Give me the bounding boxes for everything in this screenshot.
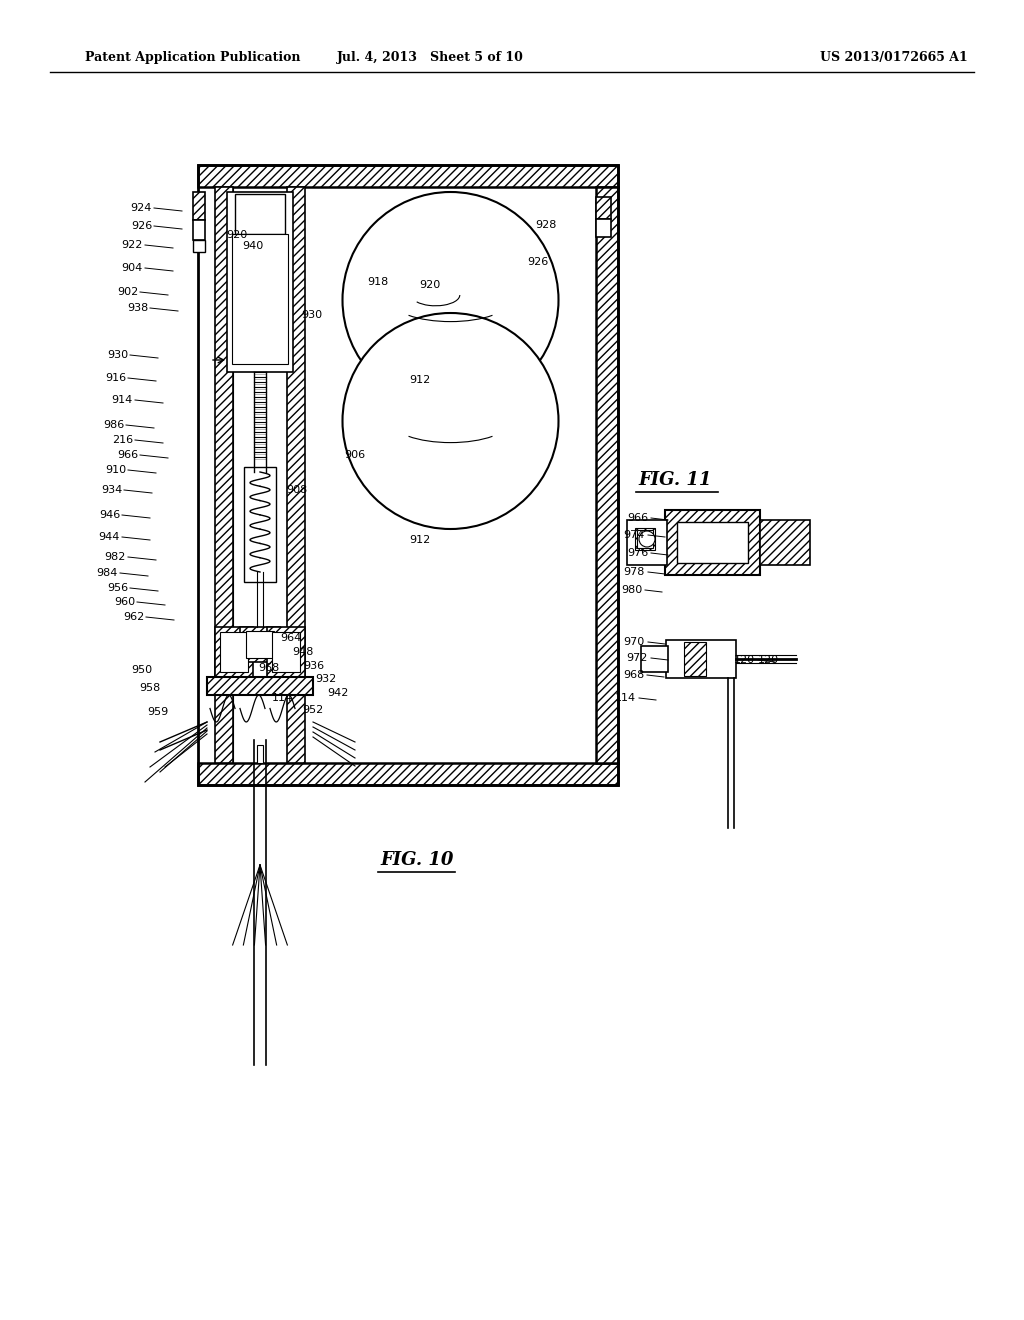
Text: 926: 926 (527, 257, 549, 267)
Bar (193, 240, 205, 252)
Text: 968: 968 (258, 663, 280, 673)
Text: 956: 956 (106, 583, 128, 593)
Text: 930: 930 (106, 350, 128, 360)
Text: 974: 974 (624, 531, 645, 540)
Text: 918: 918 (368, 277, 389, 286)
Text: 926: 926 (131, 220, 152, 231)
Bar (627, 520, 667, 565)
Text: 942: 942 (327, 688, 348, 698)
Text: 904: 904 (122, 263, 143, 273)
Bar (665, 510, 760, 576)
Text: 924: 924 (131, 203, 152, 213)
Text: 916: 916 (104, 374, 126, 383)
Text: 922: 922 (122, 240, 143, 249)
Bar (232, 234, 288, 364)
Bar (596, 219, 611, 238)
Text: 920: 920 (420, 280, 440, 290)
Text: 936: 936 (303, 661, 325, 671)
Text: 114: 114 (272, 693, 293, 704)
Text: 928: 928 (536, 220, 557, 230)
Text: 964: 964 (280, 634, 301, 643)
Bar (198, 165, 618, 187)
Text: 912: 912 (410, 535, 431, 545)
Text: 950: 950 (131, 665, 152, 675)
Bar (207, 677, 313, 696)
Text: 920: 920 (226, 230, 248, 240)
Bar (760, 520, 810, 565)
Text: 984: 984 (96, 568, 118, 578)
Text: 960: 960 (114, 597, 135, 607)
Text: 944: 944 (98, 532, 120, 543)
Text: 940: 940 (243, 242, 263, 251)
Text: 976: 976 (627, 548, 648, 558)
Bar (257, 744, 263, 763)
Text: 966: 966 (117, 450, 138, 459)
Bar (234, 194, 285, 234)
Text: 980: 980 (621, 585, 642, 595)
Text: 932: 932 (315, 675, 336, 684)
Bar (641, 645, 668, 672)
Bar (637, 531, 653, 548)
Text: FIG. 10: FIG. 10 (380, 851, 454, 869)
Text: 958: 958 (138, 682, 160, 693)
Bar (198, 763, 618, 785)
Bar (596, 187, 618, 763)
Bar (220, 632, 248, 672)
Bar (244, 467, 276, 582)
Bar (677, 521, 748, 564)
Text: Patent Application Publication: Patent Application Publication (85, 51, 300, 65)
Text: 952: 952 (302, 705, 324, 715)
Bar (215, 187, 233, 763)
Text: 216: 216 (112, 436, 133, 445)
Circle shape (342, 191, 558, 408)
Text: 982: 982 (104, 552, 126, 562)
Bar (227, 191, 293, 372)
Text: 914: 914 (112, 395, 133, 405)
Circle shape (639, 531, 655, 546)
Bar (193, 220, 205, 240)
Text: 934: 934 (100, 484, 122, 495)
Text: 948: 948 (292, 647, 313, 657)
Bar (246, 631, 274, 657)
Text: Jul. 4, 2013   Sheet 5 of 10: Jul. 4, 2013 Sheet 5 of 10 (337, 51, 523, 65)
Text: 938: 938 (127, 304, 148, 313)
Bar (635, 528, 655, 550)
Text: 120: 120 (734, 655, 755, 665)
Text: 906: 906 (344, 450, 366, 459)
Text: 966: 966 (627, 513, 648, 523)
Text: 986: 986 (102, 420, 124, 430)
Text: 962: 962 (123, 612, 144, 622)
Bar (596, 197, 611, 219)
Text: US 2013/0172665 A1: US 2013/0172665 A1 (820, 51, 968, 65)
Text: 908: 908 (287, 484, 307, 495)
Text: 978: 978 (624, 568, 645, 577)
Text: 972: 972 (627, 653, 648, 663)
Bar (198, 165, 618, 785)
Text: 946: 946 (98, 510, 120, 520)
Text: 120: 120 (758, 655, 779, 665)
Bar (287, 187, 305, 763)
Bar (233, 187, 287, 763)
Bar (240, 627, 280, 663)
Text: FIG. 11: FIG. 11 (638, 471, 712, 488)
Text: 910: 910 (104, 465, 126, 475)
Text: 930: 930 (301, 310, 323, 319)
Bar (193, 191, 205, 220)
Text: 959: 959 (146, 708, 168, 717)
Bar (666, 640, 736, 678)
Bar (272, 632, 300, 672)
Text: 114: 114 (614, 693, 636, 704)
Bar (267, 627, 305, 677)
Text: 902: 902 (117, 286, 138, 297)
Text: 912: 912 (410, 375, 431, 385)
Bar (684, 642, 706, 676)
Text: 968: 968 (623, 671, 644, 680)
Bar (215, 627, 253, 677)
Circle shape (342, 313, 558, 529)
Text: 970: 970 (624, 638, 645, 647)
